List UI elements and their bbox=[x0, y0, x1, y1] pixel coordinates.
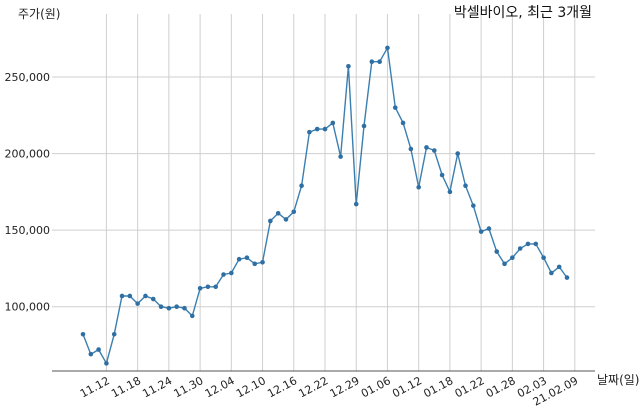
data-point bbox=[229, 270, 234, 276]
data-point bbox=[283, 217, 289, 222]
data-point bbox=[197, 286, 203, 291]
data-point bbox=[486, 226, 492, 231]
data-point bbox=[166, 305, 172, 311]
x-tick-label: 01.22 bbox=[453, 374, 487, 400]
data-point bbox=[236, 256, 242, 262]
data-point bbox=[471, 203, 476, 208]
data-point bbox=[525, 241, 531, 247]
x-tick-label: 12.04 bbox=[203, 374, 237, 400]
data-point bbox=[252, 261, 258, 267]
data-point bbox=[533, 241, 539, 247]
data-point bbox=[338, 154, 343, 159]
data-point bbox=[369, 59, 375, 64]
x-tick-label: 12.29 bbox=[328, 374, 362, 400]
data-point bbox=[361, 123, 367, 129]
grid-layer bbox=[52, 14, 595, 371]
x-tick-label: 01.28 bbox=[484, 374, 518, 400]
data-point bbox=[104, 361, 109, 366]
data-point bbox=[158, 304, 164, 309]
data-point bbox=[408, 146, 414, 152]
x-tick-label: 12.22 bbox=[296, 374, 330, 400]
data-point bbox=[127, 293, 133, 299]
data-point bbox=[275, 210, 281, 216]
data-point bbox=[268, 218, 273, 224]
data-point bbox=[314, 126, 320, 132]
data-point bbox=[307, 129, 312, 135]
data-point bbox=[455, 151, 461, 156]
data-point bbox=[182, 305, 187, 311]
x-tick-label: 11.24 bbox=[140, 374, 174, 400]
series-points bbox=[80, 45, 570, 366]
data-point bbox=[564, 275, 570, 280]
chart-title: 박셀바이오, 최근 3개월 bbox=[454, 5, 592, 21]
data-point bbox=[291, 209, 297, 215]
y-tick-label: 200,000 bbox=[5, 148, 51, 161]
x-tick-label: 12.10 bbox=[234, 374, 268, 400]
data-point bbox=[541, 255, 546, 260]
data-point bbox=[510, 255, 515, 260]
data-point bbox=[174, 304, 179, 309]
data-point bbox=[80, 331, 86, 337]
data-point bbox=[494, 249, 500, 254]
data-point bbox=[392, 105, 398, 110]
data-point bbox=[111, 331, 117, 337]
data-point bbox=[189, 313, 195, 319]
x-tick-label: 11.12 bbox=[78, 374, 112, 400]
data-point bbox=[353, 201, 359, 207]
x-tick-label: 11.18 bbox=[109, 374, 143, 400]
x-tick-labels: 11.1211.1811.2411.3012.0412.1012.1612.22… bbox=[78, 374, 580, 408]
data-point bbox=[88, 351, 94, 357]
data-point bbox=[502, 261, 507, 267]
y-axis-title: 주가(원) bbox=[18, 7, 60, 21]
x-tick-label: 01.12 bbox=[390, 374, 424, 400]
data-point bbox=[439, 172, 445, 178]
data-point bbox=[213, 284, 219, 290]
data-point bbox=[424, 145, 429, 150]
data-point bbox=[119, 293, 125, 299]
data-point bbox=[299, 183, 304, 189]
data-point bbox=[416, 184, 421, 190]
data-point bbox=[244, 255, 250, 260]
data-point bbox=[463, 183, 468, 189]
data-point bbox=[143, 293, 148, 299]
data-point bbox=[135, 301, 140, 306]
data-point bbox=[431, 148, 437, 153]
data-point bbox=[556, 264, 562, 270]
y-tick-label: 250,000 bbox=[5, 71, 51, 84]
data-point bbox=[549, 270, 554, 276]
y-tick-labels: 100,000 150,000 200,000 250,000 bbox=[5, 71, 51, 314]
data-point bbox=[96, 347, 101, 352]
data-point bbox=[205, 284, 211, 290]
x-tick-label: 01.06 bbox=[359, 374, 393, 400]
data-point bbox=[260, 259, 265, 265]
data-point bbox=[385, 45, 390, 51]
x-tick-label: 01.18 bbox=[421, 374, 455, 400]
data-point bbox=[400, 120, 406, 126]
x-tick-label: 12.16 bbox=[265, 374, 299, 400]
data-point bbox=[150, 296, 156, 302]
data-point bbox=[377, 59, 382, 64]
x-axis-title: 날짜(일) bbox=[597, 373, 639, 387]
data-point bbox=[447, 189, 453, 195]
y-tick-label: 150,000 bbox=[5, 224, 51, 237]
y-tick-label: 100,000 bbox=[5, 301, 51, 314]
data-point bbox=[517, 246, 523, 251]
data-point bbox=[346, 63, 351, 69]
data-point bbox=[330, 120, 336, 126]
data-point bbox=[221, 272, 226, 277]
x-tick-label: 11.30 bbox=[172, 374, 206, 400]
data-point bbox=[478, 229, 484, 234]
data-point bbox=[322, 126, 328, 132]
